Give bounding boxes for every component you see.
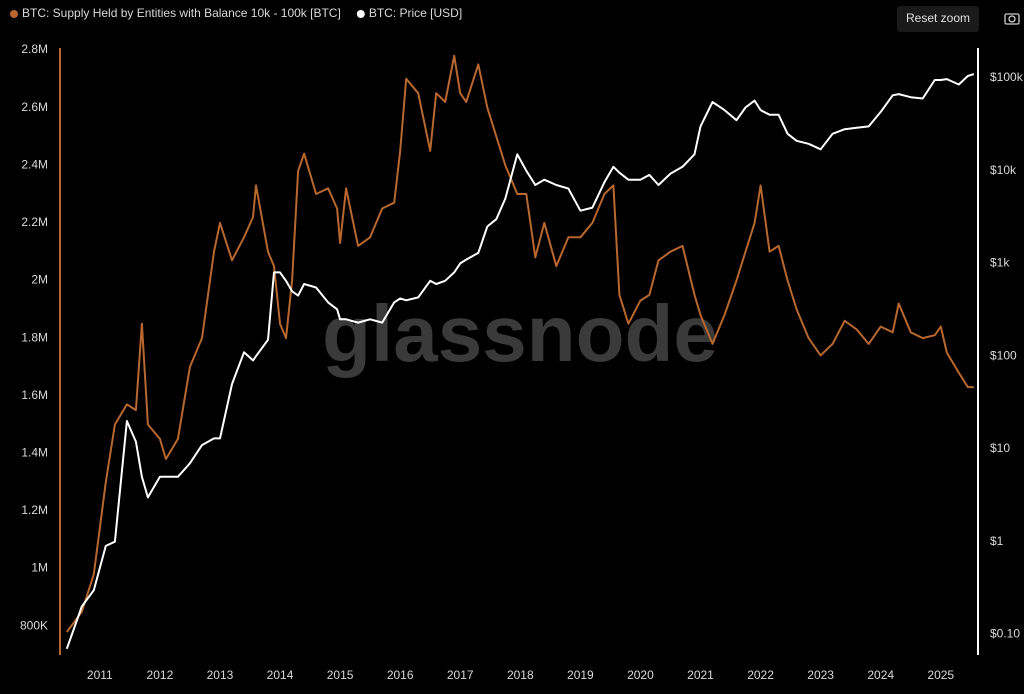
- x-tick-label: 2022: [747, 668, 774, 682]
- reset-zoom-label[interactable]: Reset zoom: [906, 11, 970, 25]
- y2-tick-label: $10k: [990, 163, 1017, 177]
- reset-zoom-button[interactable]: [897, 6, 979, 32]
- x-tick-label: 2019: [567, 668, 594, 682]
- x-tick-label: 2025: [927, 668, 954, 682]
- y-tick-label: 1M: [31, 561, 48, 575]
- camera-body[interactable]: [1004, 13, 1020, 25]
- series-line: [65, 73, 975, 650]
- x-tick-label: 2023: [807, 668, 834, 682]
- legend-marker: [10, 10, 18, 18]
- x-tick-label: 2012: [147, 668, 174, 682]
- y-tick-label: 1.2M: [21, 503, 48, 517]
- x-tick-label: 2020: [627, 668, 654, 682]
- y-tick-label: 2.6M: [21, 100, 48, 114]
- y-tick-label: 2M: [31, 273, 48, 287]
- y-tick-label: 1.4M: [21, 446, 48, 460]
- x-tick-label: 2018: [507, 668, 534, 682]
- y2-tick-label: $100k: [990, 70, 1024, 84]
- y2-tick-label: $10: [990, 441, 1010, 455]
- y-tick-label: 1.6M: [21, 388, 48, 402]
- camera-icon[interactable]: [1004, 13, 1020, 25]
- y2-tick-label: $1: [990, 534, 1004, 548]
- y-tick-label: 1.8M: [21, 330, 48, 344]
- y2-tick-label: $0.10: [990, 627, 1020, 641]
- camera-lens[interactable]: [1008, 15, 1016, 23]
- x-tick-label: 2011: [87, 668, 113, 682]
- x-tick-label: 2017: [447, 668, 474, 682]
- y2-tick-label: $100: [990, 348, 1017, 362]
- y-tick-label: 2.2M: [21, 215, 48, 229]
- x-tick-label: 2013: [207, 668, 234, 682]
- y2-tick-label: $1k: [990, 256, 1010, 270]
- x-tick-label: 2024: [867, 668, 894, 682]
- y-tick-label: 800K: [20, 618, 48, 632]
- legend-label: BTC: Supply Held by Entities with Balanc…: [22, 6, 341, 20]
- x-tick-label: 2016: [387, 668, 414, 682]
- y-tick-label: 2.8M: [21, 42, 48, 56]
- series-line: [65, 54, 974, 633]
- x-tick-label: 2021: [687, 668, 714, 682]
- legend-label: BTC: Price [USD]: [369, 6, 462, 20]
- y-tick-label: 2.4M: [21, 157, 48, 171]
- x-tick-label: 2015: [327, 668, 354, 682]
- legend-marker: [356, 10, 365, 18]
- watermark: glassnode: [322, 289, 718, 378]
- x-tick-label: 2014: [267, 668, 294, 682]
